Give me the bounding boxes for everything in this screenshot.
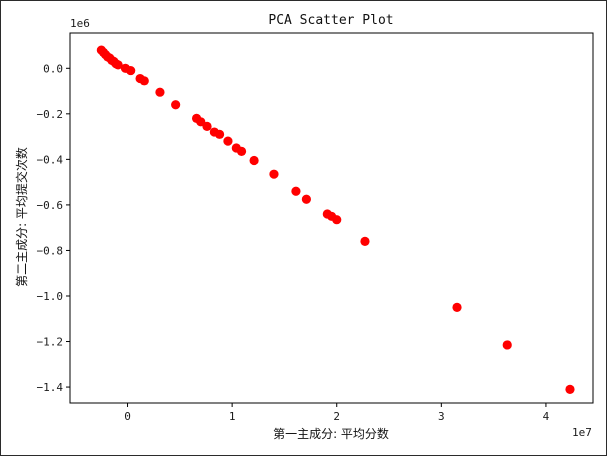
data-point xyxy=(155,87,165,97)
data-point xyxy=(565,384,575,394)
data-point xyxy=(236,146,247,156)
y-axis-label: 第二主成分: 平均提交次数 xyxy=(14,147,29,287)
axes-group: 0 1 2 3 4 0.0 −0.2 −0.4 −0.6 −0.8 −1.0 −1.2 −1.4 xyxy=(37,32,594,423)
chart-title: PCA Scatter Plot xyxy=(268,13,393,28)
y-tick-label: −1.0 xyxy=(37,290,64,303)
data-point xyxy=(202,121,212,131)
data-point xyxy=(502,340,512,350)
data-point xyxy=(301,194,311,204)
y-tick-label: −1.4 xyxy=(37,381,64,394)
data-point xyxy=(171,100,181,110)
data-point xyxy=(223,136,233,146)
data-point xyxy=(332,215,342,225)
y-tick-label: 0.0 xyxy=(43,62,63,75)
x-tick-label: 0 xyxy=(124,410,131,423)
data-point xyxy=(139,76,149,86)
data-point xyxy=(360,236,370,246)
data-point xyxy=(269,169,279,179)
y-tick-label: −0.6 xyxy=(37,199,64,212)
y-tick-label: −1.2 xyxy=(37,336,64,349)
data-point xyxy=(452,302,462,312)
data-point xyxy=(126,65,136,76)
x-tick-label: 3 xyxy=(438,410,445,423)
x-tick-label: 1 xyxy=(229,410,236,423)
y-tick-label: −0.2 xyxy=(37,108,64,121)
data-points-group xyxy=(96,45,575,394)
y-tick-label: −0.8 xyxy=(37,244,64,257)
plot-area-frame xyxy=(69,32,594,404)
x-tick-label: 4 xyxy=(543,410,550,423)
x-axis-offset-text: 1e7 xyxy=(572,426,592,439)
y-tick-label: −0.4 xyxy=(37,153,64,166)
data-point xyxy=(113,60,123,70)
data-point xyxy=(249,155,259,166)
data-point xyxy=(214,129,225,139)
y-axis-offset-text: 1e6 xyxy=(70,17,90,30)
data-point xyxy=(291,186,301,196)
x-tick-label: 2 xyxy=(333,410,340,423)
x-axis-label: 第一主成分: 平均分数 xyxy=(273,426,389,441)
